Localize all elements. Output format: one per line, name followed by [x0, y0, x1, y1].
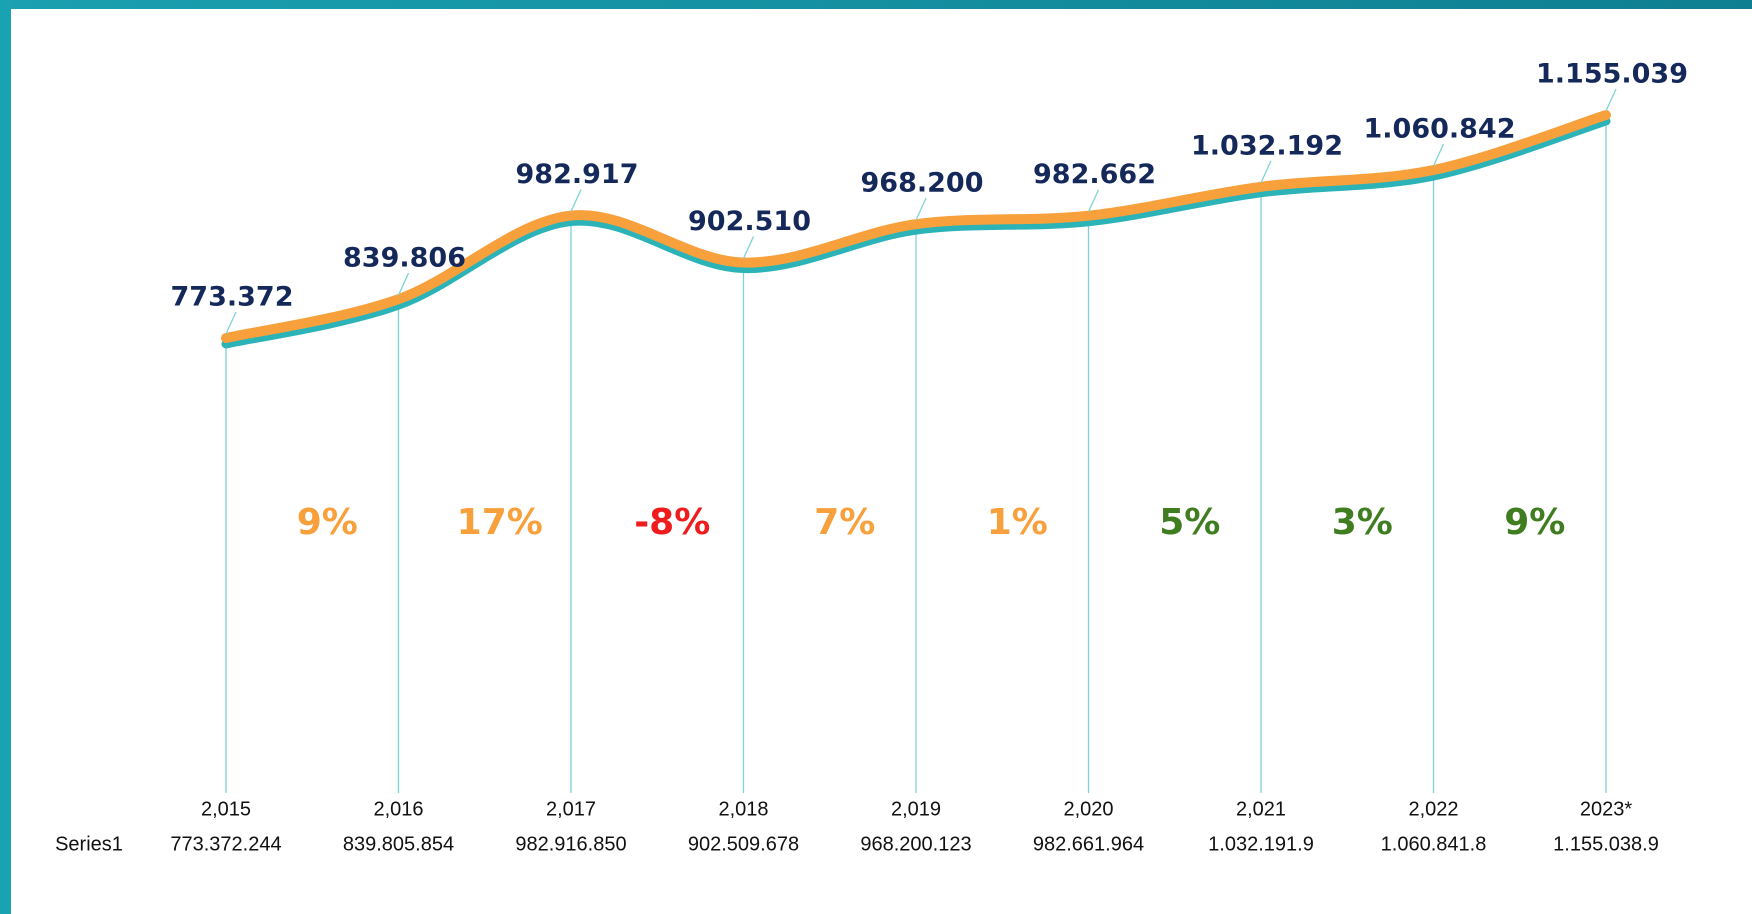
growth-label: -8%	[634, 502, 710, 543]
leader-line	[570, 189, 582, 212]
growth-label: 1%	[987, 502, 1048, 543]
line-shadow	[221, 116, 1611, 349]
growth-label: 17%	[457, 502, 543, 543]
leader-line	[225, 311, 237, 335]
leader-line	[742, 236, 755, 259]
x-tick-label: 2,016	[373, 798, 423, 820]
table-value: 982.916.850	[515, 833, 626, 855]
data-label: 839.806	[343, 243, 466, 274]
growth-label: 7%	[814, 502, 875, 543]
growth-label: 9%	[297, 502, 358, 543]
data-label: 902.510	[688, 206, 811, 237]
x-tick-label: 2,019	[891, 798, 941, 820]
leader-line	[1087, 189, 1100, 212]
x-tick-label: 2,018	[718, 798, 768, 820]
leader-line	[397, 272, 410, 296]
data-label: 1.060.842	[1363, 114, 1515, 145]
data-label: 1.155.039	[1536, 59, 1688, 90]
x-tick-label: 2023*	[1580, 798, 1632, 820]
leader-line	[1605, 88, 1617, 112]
x-tick-label: 2,021	[1236, 798, 1286, 820]
line	[221, 110, 1611, 343]
table-value: 1.155.038.9	[1553, 833, 1659, 855]
table-value: 902.509.678	[688, 833, 799, 855]
plot-area: 773.372 839.806 982.917 902.510 968.200 982.6…	[55, 59, 1688, 856]
x-tick-label: 2,020	[1063, 798, 1113, 820]
data-label: 1.032.192	[1191, 130, 1343, 161]
table-value: 968.200.123	[860, 833, 971, 855]
table-value: 982.661.964	[1033, 833, 1144, 855]
growth-label: 9%	[1504, 502, 1565, 543]
table-value: 1.032.191.9	[1208, 833, 1314, 855]
table-value: 839.805.854	[343, 833, 454, 855]
frame-top	[0, 0, 1752, 9]
leader-line	[915, 197, 927, 221]
x-tick-label: 2,015	[201, 798, 251, 820]
growth-label: 5%	[1159, 502, 1220, 543]
leader-line	[1260, 160, 1272, 184]
data-label: 968.200	[861, 168, 984, 199]
data-label: 982.662	[1033, 159, 1156, 190]
x-tick-label: 2,022	[1408, 798, 1458, 820]
table-value: 1.060.841.8	[1381, 833, 1487, 855]
data-label: 773.372	[171, 282, 294, 313]
data-label: 982.917	[516, 159, 639, 190]
table-value: 773.372.244	[170, 833, 281, 855]
growth-label: 3%	[1332, 502, 1393, 543]
frame-left	[0, 0, 11, 914]
series-name: Series1	[55, 833, 123, 855]
leader-line	[1432, 143, 1445, 167]
x-tick-label: 2,017	[546, 798, 596, 820]
